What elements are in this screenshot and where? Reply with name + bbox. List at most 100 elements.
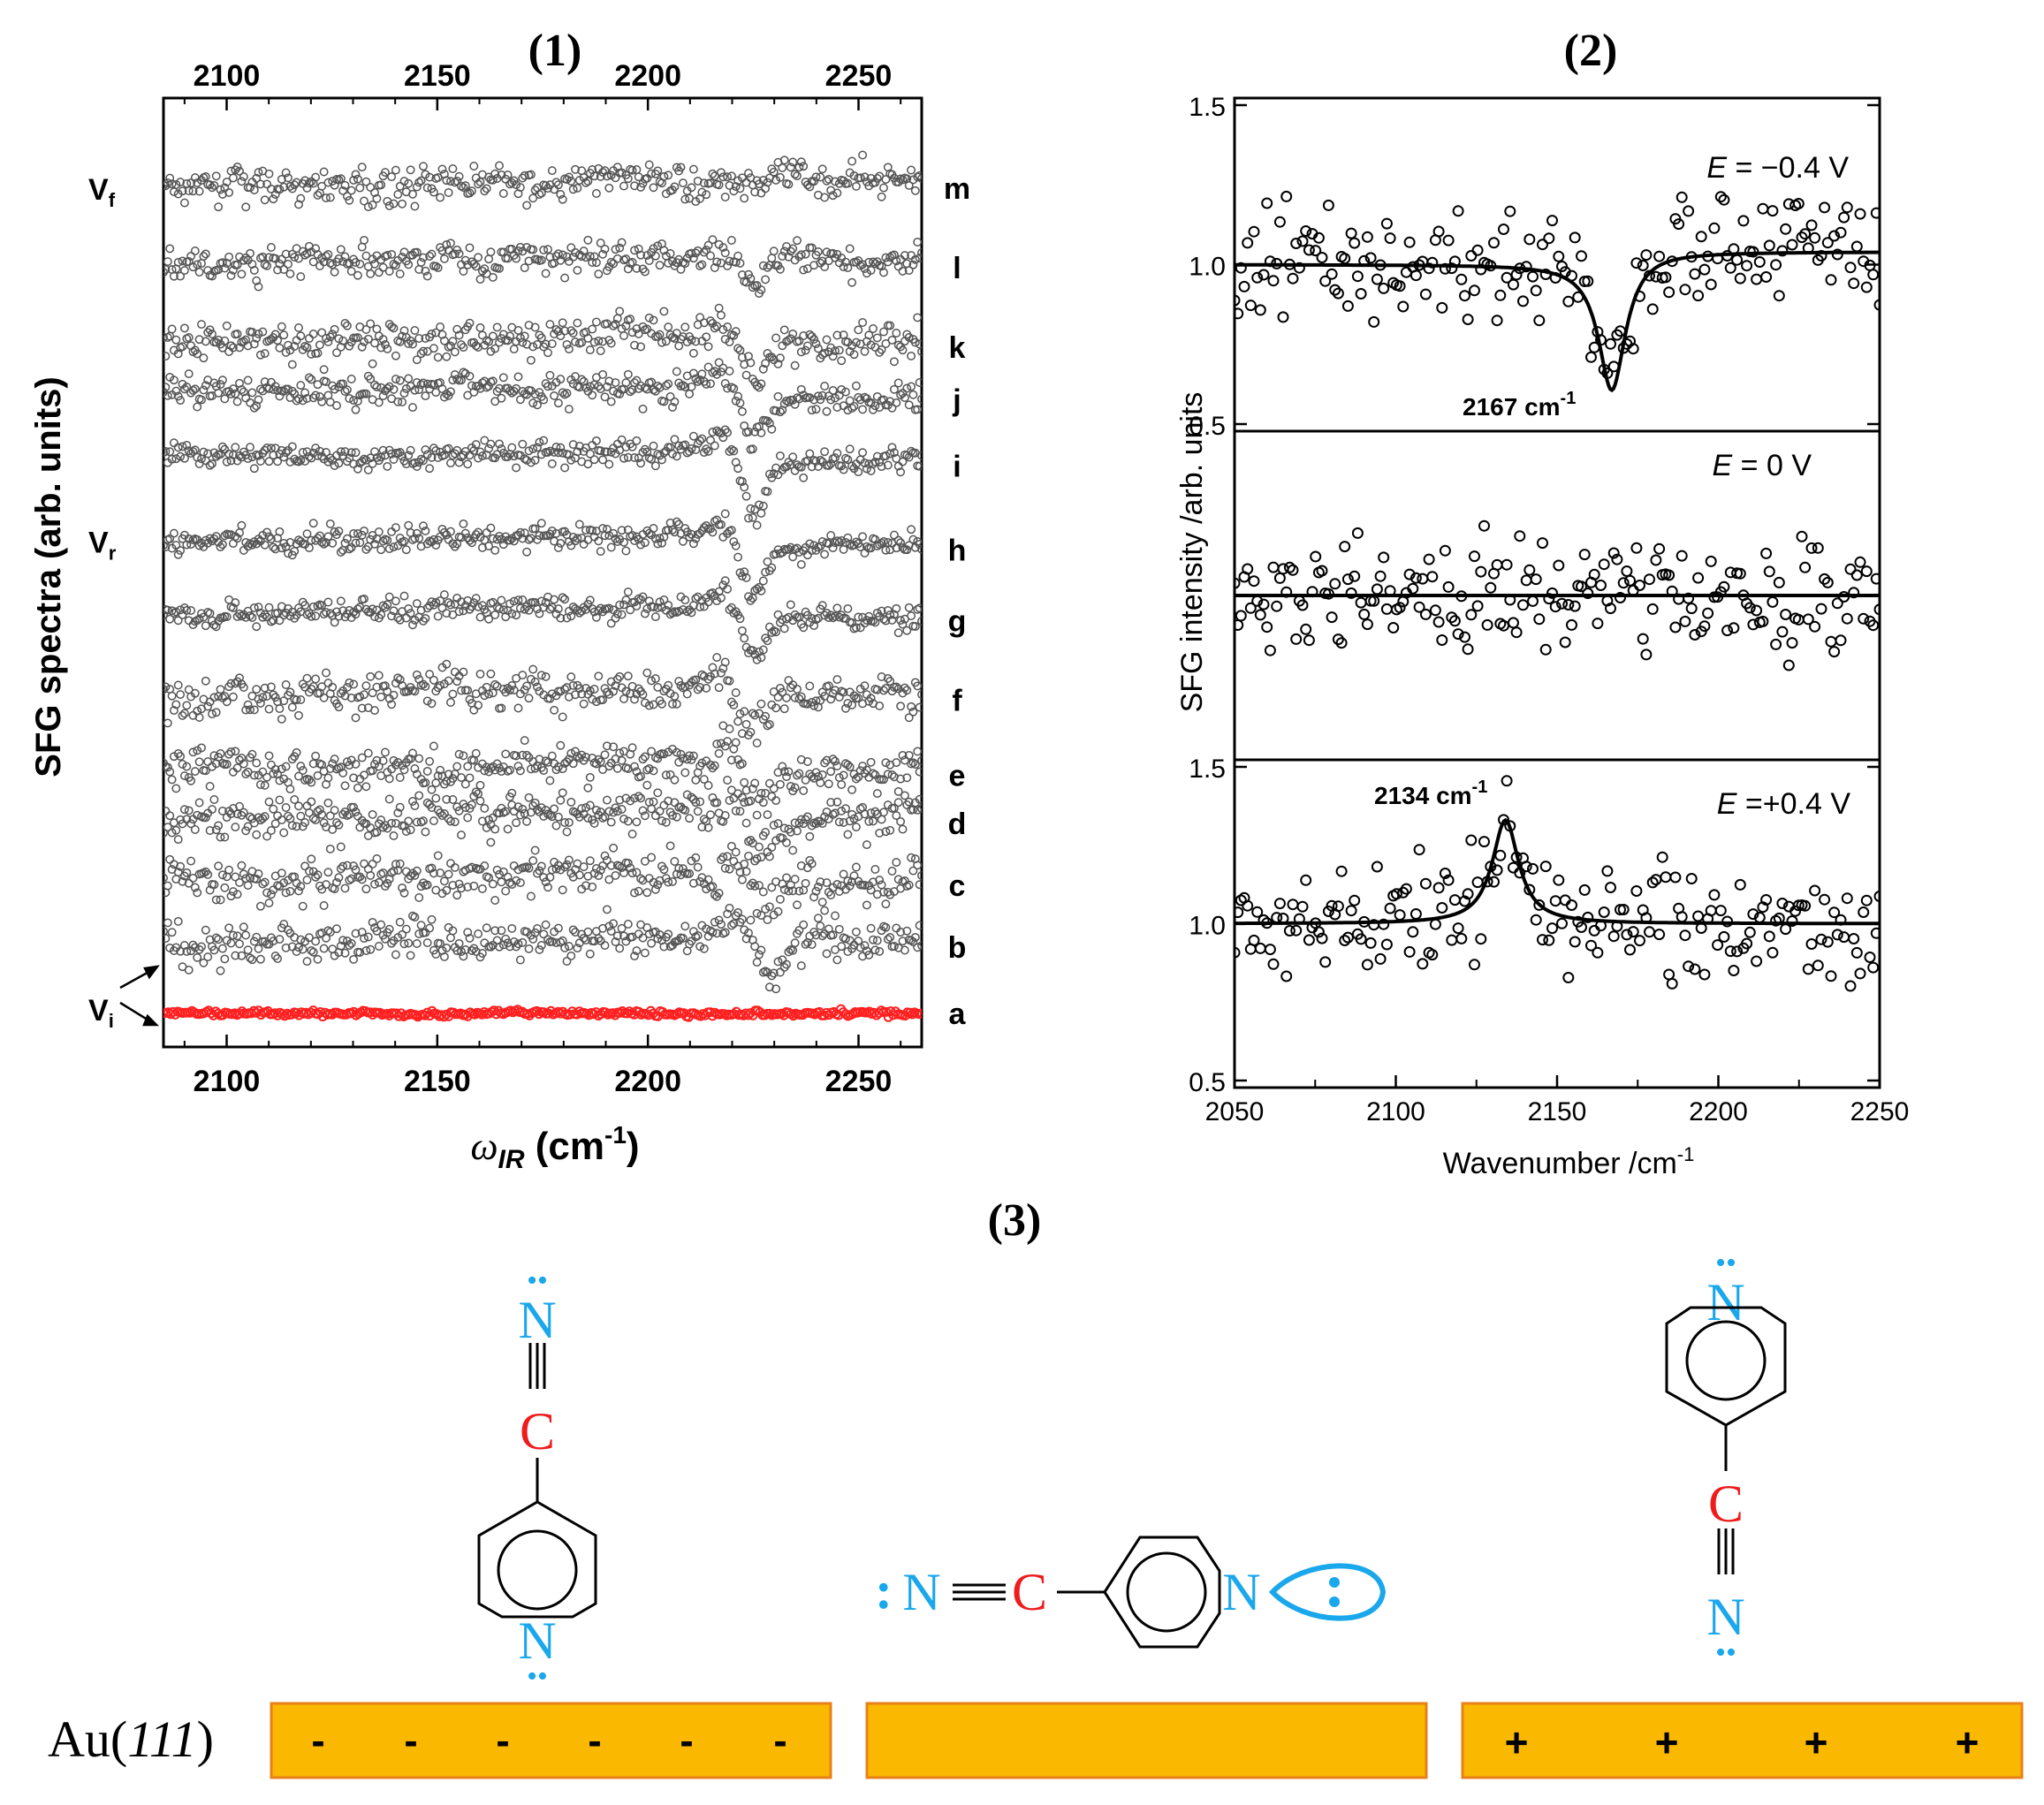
data-point (571, 747, 580, 756)
data-point (421, 391, 430, 401)
data-point (1355, 288, 1367, 300)
data-point (902, 545, 912, 555)
data-point (178, 186, 187, 196)
data-point (231, 679, 240, 688)
data-point (179, 941, 189, 950)
data-point (311, 611, 321, 621)
data-point (735, 345, 745, 355)
data-point (294, 200, 303, 209)
data-point (163, 383, 171, 392)
data-point (672, 812, 681, 822)
data-point (317, 809, 327, 819)
data-point (249, 265, 259, 275)
data-point (270, 382, 280, 391)
data-point (710, 761, 719, 770)
data-point (907, 382, 916, 391)
data-point (687, 335, 696, 345)
data-point (645, 1005, 656, 1016)
data-point (647, 804, 657, 814)
data-point (678, 934, 688, 943)
data-point (246, 953, 255, 963)
data-point (1394, 280, 1406, 292)
data-point (640, 948, 650, 958)
x-tick-label: 2150 (404, 1065, 471, 1098)
data-point (448, 689, 458, 699)
data-point (319, 901, 329, 910)
data-point (834, 817, 844, 827)
data-point (490, 610, 500, 619)
data-point (284, 340, 293, 350)
data-point (839, 544, 848, 554)
data-point (676, 528, 686, 538)
data-point (450, 817, 460, 827)
data-point (226, 809, 236, 819)
data-point (602, 687, 612, 697)
data-point (387, 172, 397, 182)
data-point (630, 453, 639, 462)
data-point (328, 538, 338, 548)
data-point (178, 342, 187, 352)
data-point (541, 920, 551, 929)
data-point (571, 164, 580, 174)
data-point (627, 165, 637, 175)
data-point (533, 443, 542, 452)
data-point (885, 321, 895, 330)
data-point (307, 854, 316, 864)
data-point (395, 802, 405, 812)
data-point (307, 375, 316, 384)
data-point (279, 828, 289, 838)
data-point (712, 653, 722, 663)
data-point (269, 194, 278, 204)
data-point (623, 816, 633, 826)
data-point (471, 787, 481, 797)
data-point (226, 679, 236, 688)
data-point (668, 402, 677, 412)
data-point (422, 183, 432, 193)
data-point (545, 320, 555, 330)
data-point (484, 815, 494, 824)
data-point (908, 937, 918, 947)
data-point (325, 844, 335, 853)
data-point (720, 811, 730, 820)
data-point (205, 460, 215, 470)
data-point (917, 690, 922, 700)
data-point (551, 443, 561, 451)
data-point (702, 683, 711, 693)
data-point (530, 677, 540, 686)
data-point (720, 379, 730, 388)
data-point (513, 703, 523, 713)
data-point (851, 537, 861, 547)
data-point (670, 182, 680, 192)
data-point (680, 768, 690, 777)
data-point (720, 657, 730, 667)
data-point (380, 168, 390, 178)
data-point (892, 758, 901, 768)
data-point (269, 937, 278, 946)
data-point (577, 804, 587, 814)
data-point (1371, 273, 1383, 285)
data-point (581, 253, 590, 262)
data-point (767, 883, 777, 892)
data-point (495, 869, 504, 879)
data-point (228, 384, 238, 394)
data-point (706, 178, 715, 188)
data-point (627, 743, 637, 753)
data-point (726, 526, 736, 535)
data-point (302, 529, 312, 539)
data-point (771, 333, 781, 343)
data-point (332, 607, 341, 617)
data-point (273, 386, 283, 395)
data-point (755, 647, 764, 656)
data-point (839, 869, 848, 879)
data-point (249, 937, 259, 946)
data-point (723, 584, 733, 594)
data-point (507, 178, 517, 187)
data-point (1332, 287, 1344, 300)
data-point (547, 166, 557, 176)
panel-1-frame (162, 96, 923, 1049)
data-point (702, 190, 711, 200)
data-point (452, 677, 462, 686)
data-point (389, 542, 399, 552)
data-point (515, 183, 525, 193)
data-point (199, 958, 209, 967)
